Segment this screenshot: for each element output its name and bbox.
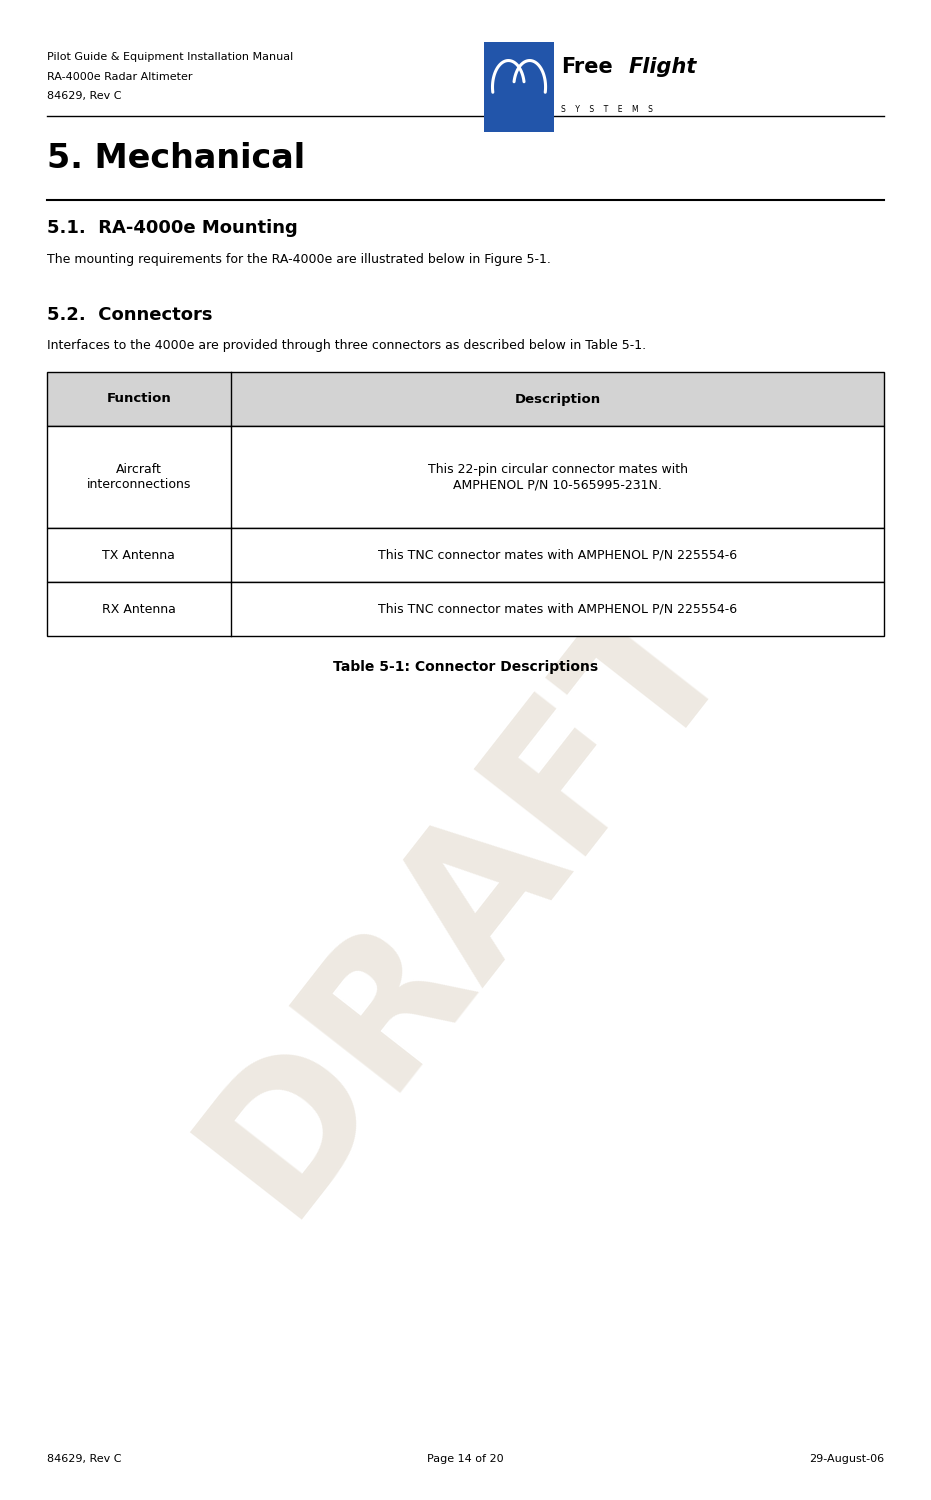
Text: The mounting requirements for the RA-4000e are illustrated below in Figure 5-1.: The mounting requirements for the RA-400… <box>47 254 550 267</box>
Text: Free: Free <box>561 57 614 76</box>
Text: Flight: Flight <box>628 57 696 76</box>
Text: 29-August-06: 29-August-06 <box>809 1454 884 1464</box>
Text: Function: Function <box>106 393 171 405</box>
Text: 84629, Rev C: 84629, Rev C <box>47 92 121 102</box>
Text: DRAFT: DRAFT <box>168 555 763 1245</box>
Text: 5.2.  Connectors: 5.2. Connectors <box>47 306 212 324</box>
Text: This TNC connector mates with AMPHENOL P/N 225554-6: This TNC connector mates with AMPHENOL P… <box>378 549 737 561</box>
Bar <box>47 426 884 528</box>
Text: Description: Description <box>515 393 600 405</box>
Bar <box>47 372 884 426</box>
Text: RX Antenna: RX Antenna <box>101 603 176 615</box>
Text: 5.1.  RA-4000e Mounting: 5.1. RA-4000e Mounting <box>47 219 297 237</box>
Bar <box>484 42 554 132</box>
Text: This TNC connector mates with AMPHENOL P/N 225554-6: This TNC connector mates with AMPHENOL P… <box>378 603 737 615</box>
Text: Aircraft
interconnections: Aircraft interconnections <box>87 464 191 490</box>
Text: S    Y    S    T    E    M    S: S Y S T E M S <box>561 105 654 114</box>
Text: TX Antenna: TX Antenna <box>102 549 175 561</box>
Text: 5. Mechanical: 5. Mechanical <box>47 142 304 176</box>
Text: Table 5-1: Connector Descriptions: Table 5-1: Connector Descriptions <box>333 660 598 674</box>
Text: RA-4000e Radar Altimeter: RA-4000e Radar Altimeter <box>47 72 192 82</box>
Text: 84629, Rev C: 84629, Rev C <box>47 1454 121 1464</box>
Text: Page 14 of 20: Page 14 of 20 <box>427 1454 504 1464</box>
Bar <box>47 528 884 582</box>
Text: Pilot Guide & Equipment Installation Manual: Pilot Guide & Equipment Installation Man… <box>47 53 293 63</box>
Text: Interfaces to the 4000e are provided through three connectors as described below: Interfaces to the 4000e are provided thr… <box>47 339 646 352</box>
Text: This 22-pin circular connector mates with
AMPHENOL P/N 10-565995-231N.: This 22-pin circular connector mates wit… <box>427 464 688 490</box>
Bar <box>47 582 884 636</box>
